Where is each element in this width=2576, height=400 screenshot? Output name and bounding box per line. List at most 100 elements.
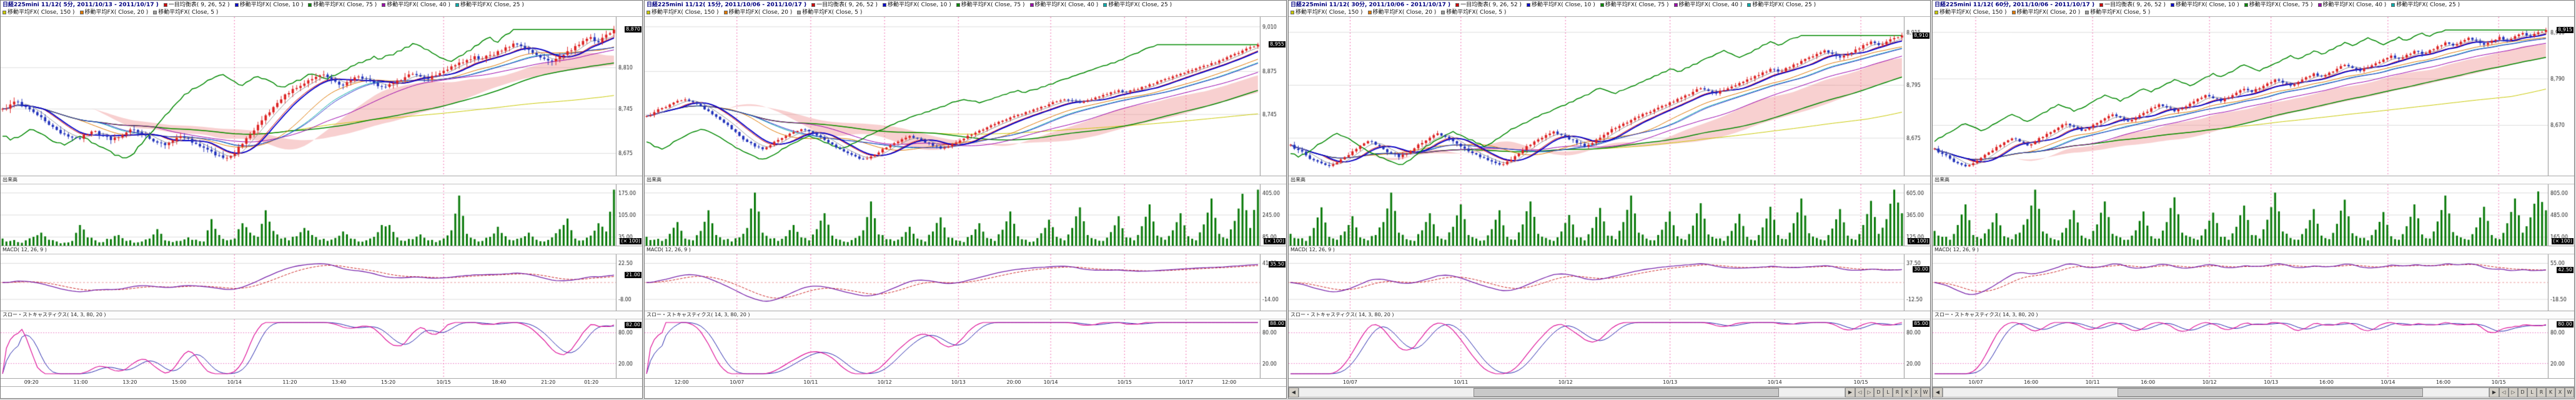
stochastics-canvas[interactable] — [1933, 319, 2574, 378]
legend-label: 移動平均FX( Close, 40 ) — [2322, 2, 2387, 8]
stochastics-strip: スロー・ストキャスティクス( 14, 3, 80, 20 ) — [1933, 311, 2574, 319]
toolbar-button-3[interactable]: L — [2527, 388, 2537, 398]
toolbar-button-7[interactable]: W — [1921, 388, 1930, 398]
stochastics-canvas[interactable] — [645, 319, 1286, 378]
toolbar-button-4[interactable]: R — [1893, 388, 1902, 398]
legend-color-chip — [2170, 2, 2174, 7]
volume-unit-badge: (× 100) — [1908, 238, 1930, 244]
legend-item: 移動平均FX( Close, 5 ) — [797, 9, 862, 16]
legend-label: 移動平均FX( Close, 40 ) — [1034, 2, 1099, 8]
legend-item: 移動平均FX( Close, 20 ) — [1367, 9, 1436, 16]
legend-color-chip — [2085, 10, 2089, 14]
scrollbar-track[interactable] — [1299, 388, 1845, 398]
legend-label: 移動平均FX( Close, 25 ) — [1752, 2, 1816, 8]
toolbar-button-5[interactable]: K — [2546, 388, 2555, 398]
scrollbar-track[interactable] — [1943, 388, 2489, 398]
volume-canvas[interactable] — [1933, 184, 2574, 246]
macd-canvas[interactable] — [1, 254, 642, 311]
legend-color-chip — [1600, 2, 1604, 7]
legend-item: 移動平均FX( Close, 20 ) — [2011, 9, 2080, 16]
stochastics-canvas[interactable] — [1289, 319, 1930, 378]
legend-color-chip — [153, 10, 157, 14]
legend-color-chip — [308, 2, 312, 7]
macd-label: MACD( 12, 26, 9 ) — [2, 247, 47, 252]
stochastics-value-badge: 80.00 — [2557, 321, 2574, 328]
legend-color-chip — [163, 2, 167, 7]
time-tick-label: 20:00 — [1006, 379, 1021, 385]
time-tick-label: 10/14 — [227, 379, 242, 385]
scroll-right-button[interactable]: ▶ — [1845, 388, 1855, 398]
volume-canvas[interactable] — [1, 184, 642, 246]
header-line-2: 移動平均FX( Close, 150 ) 移動平均FX( Close, 20 ) 移… — [646, 9, 1284, 16]
legend-item: 移動平均FX( Close, 40 ) — [1029, 2, 1099, 8]
macd-canvas[interactable] — [1289, 254, 1930, 311]
legend-item: 移動平均FX( Close, 150 ) — [1934, 9, 2007, 16]
legend-item: 移動平均FX( Close, 40 ) — [1673, 2, 1742, 8]
legend-label: 移動平均FX( Close, 5 ) — [2090, 9, 2151, 16]
toolbar-button-6[interactable]: X — [1911, 388, 1921, 398]
toolbar-button-7[interactable]: W — [2565, 388, 2574, 398]
price-chart-area: 8,915 — [1933, 17, 2574, 176]
volume-canvas[interactable] — [1289, 184, 1930, 246]
stochastics-value-badge: 82.00 — [625, 321, 642, 328]
volume-label: 出来高 — [646, 177, 661, 182]
scrollbar-thumb[interactable] — [1474, 388, 1780, 397]
legend-item: 移動平均FX( Close, 20 ) — [79, 9, 148, 16]
time-tick-label: 13:40 — [332, 379, 347, 385]
legend-label: 移動平均FX( Close, 20 ) — [728, 9, 793, 16]
scroll-right-button[interactable]: ▶ — [2489, 388, 2499, 398]
toolbar-button-3[interactable]: L — [1883, 388, 1893, 398]
legend-color-chip — [1290, 10, 1294, 14]
legend-label: 移動平均FX( Close, 75 ) — [313, 2, 377, 8]
scroll-left-button[interactable]: ◀ — [1933, 388, 1943, 398]
time-tick-label: 10/14 — [2380, 379, 2395, 385]
time-tick-label: 10/07 — [1968, 379, 1983, 385]
legend-item: 移動平均FX( Close, 75 ) — [956, 2, 1025, 8]
toolbar-button-1[interactable]: ▷ — [2509, 388, 2518, 398]
scrollbar-thumb[interactable] — [2118, 388, 2424, 397]
header-line-1: 日経225mini 11/12( 60分, 2011/10/06 - 2011/… — [1934, 1, 2572, 9]
time-tick-label: 15:20 — [381, 379, 396, 385]
legend-color-chip — [1673, 2, 1678, 7]
legend-item: 移動平均FX( Close, 25 ) — [455, 2, 524, 8]
toolbar-button-4[interactable]: R — [2537, 388, 2546, 398]
volume-chart-area: (× 100) — [645, 184, 1286, 246]
legend-color-chip — [455, 2, 460, 7]
toolbar-button-0[interactable]: ◁ — [2499, 388, 2509, 398]
volume-canvas[interactable] — [645, 184, 1286, 246]
toolbar-button-1[interactable]: ▷ — [1865, 388, 1874, 398]
last-price-badge: 8,915 — [2557, 27, 2574, 34]
scroll-left-button[interactable]: ◀ — [1289, 388, 1299, 398]
legend-color-chip — [2244, 2, 2248, 7]
price-chart-canvas[interactable] — [1933, 17, 2574, 176]
volume-chart-area: (× 100) — [1933, 184, 2574, 246]
toolbar-button-2[interactable]: D — [2518, 388, 2527, 398]
macd-canvas[interactable] — [645, 254, 1286, 311]
time-axis: 10/07 10/11 10/12 10/13 10/14 10/15 — [1289, 379, 1930, 387]
toolbar-button-0[interactable]: ◁ — [1855, 388, 1865, 398]
price-chart-canvas[interactable] — [1289, 17, 1930, 176]
chart-window: 日経225mini 11/12( 5分, 2011/10/13 - 2011/1… — [0, 0, 643, 399]
time-tick-label: 10/13 — [2264, 379, 2279, 385]
time-tick-label: 18:40 — [492, 379, 507, 385]
price-chart-canvas[interactable] — [1, 17, 642, 176]
legend-color-chip — [1455, 2, 1460, 7]
toolbar-button-6[interactable]: X — [2555, 388, 2565, 398]
toolbar-button-5[interactable]: K — [1902, 388, 1911, 398]
stochastics-label: スロー・ストキャスティクス( 14, 3, 80, 20 ) — [1934, 312, 2038, 318]
toolbar-button-2[interactable]: D — [1874, 388, 1883, 398]
macd-canvas[interactable] — [1933, 254, 2574, 311]
macd-value-badge: 35.50 — [1269, 261, 1286, 268]
legend-label: 一目均衡表( 9, 26, 52 ) — [168, 2, 230, 8]
legend-item: 移動平均FX( Close, 40 ) — [2317, 2, 2387, 8]
time-tick-label: 10/07 — [730, 379, 745, 385]
time-tick-label: 10/11 — [2085, 379, 2100, 385]
legend-color-chip — [382, 2, 386, 7]
price-chart-canvas[interactable] — [645, 17, 1286, 176]
time-tick-label: 12:00 — [1222, 379, 1237, 385]
chart-title: 日経225mini 11/12( 5分, 2011/10/13 - 2011/1… — [2, 2, 159, 8]
macd-strip: MACD( 12, 26, 9 ) — [1, 246, 642, 254]
legend-label: 移動平均FX( Close, 5 ) — [1446, 9, 1507, 16]
legend-color-chip — [234, 2, 239, 7]
stochastics-canvas[interactable] — [1, 319, 642, 378]
